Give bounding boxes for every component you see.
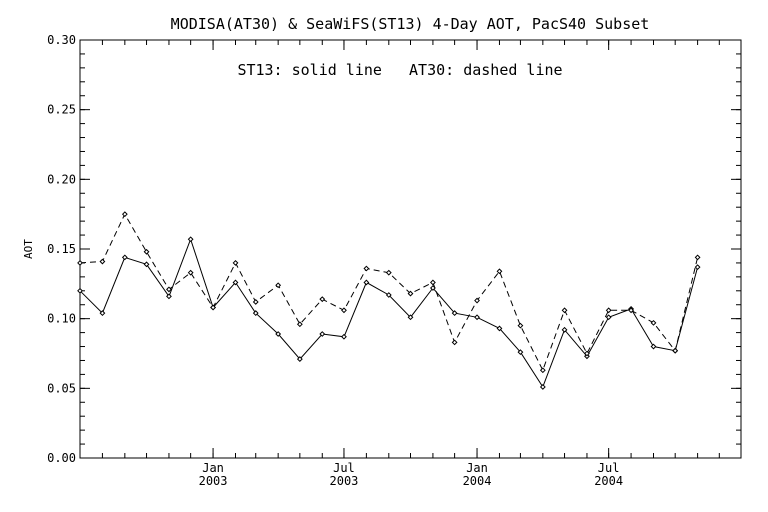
- series-layer: [77, 211, 701, 390]
- data-point-at30: [232, 260, 239, 266]
- data-point-st13: [275, 331, 282, 337]
- data-point-st13: [121, 254, 128, 261]
- y-tick-label: 0.00: [47, 451, 76, 465]
- data-point-at30: [474, 297, 480, 304]
- x-tick-year-label: 2004: [463, 474, 492, 488]
- data-point-st13: [252, 310, 259, 317]
- data-point-at30: [99, 258, 106, 265]
- data-point-at30: [121, 211, 128, 218]
- data-point-at30: [341, 307, 347, 314]
- data-point-at30: [296, 321, 303, 328]
- x-tick-month-label: Jan: [202, 461, 224, 475]
- data-point-at30: [694, 254, 701, 261]
- data-point-at30: [451, 339, 458, 346]
- data-point-at30: [628, 307, 634, 314]
- data-point-st13: [430, 285, 436, 291]
- data-point-at30: [77, 260, 83, 266]
- data-point-at30: [319, 296, 326, 303]
- data-point-at30: [430, 279, 436, 286]
- data-point-at30: [210, 304, 216, 311]
- data-point-at30: [252, 299, 259, 305]
- data-point-st13: [363, 279, 370, 286]
- data-point-st13: [451, 310, 458, 317]
- data-point-at30: [363, 265, 370, 272]
- y-tick-label: 0.30: [47, 33, 76, 47]
- x-tick-month-label: Jul: [333, 461, 355, 475]
- y-tick-label: 0.25: [47, 103, 76, 117]
- data-point-at30: [407, 290, 414, 297]
- data-point-at30: [385, 269, 392, 276]
- y-tick-label: 0.15: [47, 242, 76, 256]
- y-axis-label: AOT: [22, 239, 35, 259]
- data-point-at30: [672, 347, 679, 354]
- data-point-st13: [296, 356, 303, 362]
- x-tick-year-label: 2004: [594, 474, 623, 488]
- x-tick-year-label: 2003: [199, 474, 228, 488]
- data-point-at30: [275, 282, 282, 289]
- data-point-st13: [407, 314, 414, 321]
- data-point-at30: [605, 307, 612, 314]
- data-point-st13: [694, 264, 701, 271]
- data-point-st13: [561, 326, 568, 333]
- data-point-st13: [539, 384, 546, 390]
- data-point-st13: [232, 279, 239, 286]
- x-tick-year-label: 2003: [330, 474, 359, 488]
- data-point-st13: [474, 314, 480, 321]
- data-point-st13: [143, 261, 150, 268]
- data-point-at30: [143, 248, 150, 255]
- data-point-st13: [650, 343, 657, 350]
- chart-title: MODISA(AT30) & SeaWiFS(ST13) 4-Day AOT, …: [171, 15, 650, 33]
- data-point-at30: [561, 307, 568, 314]
- data-point-st13: [517, 349, 524, 356]
- x-tick-month-label: Jul: [598, 461, 620, 475]
- data-point-at30: [187, 269, 194, 276]
- y-tick-label: 0.05: [47, 381, 76, 395]
- data-point-st13: [187, 236, 194, 243]
- data-point-at30: [496, 268, 503, 275]
- series-style-annotation: ST13: solid line AT30: dashed line: [237, 61, 562, 79]
- data-point-st13: [166, 293, 172, 300]
- data-point-at30: [517, 322, 524, 329]
- data-point-st13: [341, 333, 347, 340]
- data-point-st13: [99, 310, 106, 317]
- data-point-st13: [496, 325, 503, 332]
- series-line-st13: [79, 237, 699, 389]
- y-tick-label: 0.10: [47, 312, 76, 326]
- data-point-st13: [605, 314, 612, 321]
- data-point-st13: [77, 287, 83, 294]
- axis-ticks: 0.000.050.100.150.200.250.30Jan2003Jul20…: [47, 33, 741, 488]
- data-point-at30: [584, 350, 590, 357]
- data-point-at30: [166, 286, 172, 293]
- data-point-st13: [385, 292, 392, 298]
- data-point-at30: [650, 319, 657, 326]
- data-point-at30: [539, 367, 546, 374]
- x-tick-month-label: Jan: [466, 461, 488, 475]
- y-tick-label: 0.20: [47, 172, 76, 186]
- data-point-st13: [319, 331, 326, 337]
- plot-frame: [79, 39, 742, 459]
